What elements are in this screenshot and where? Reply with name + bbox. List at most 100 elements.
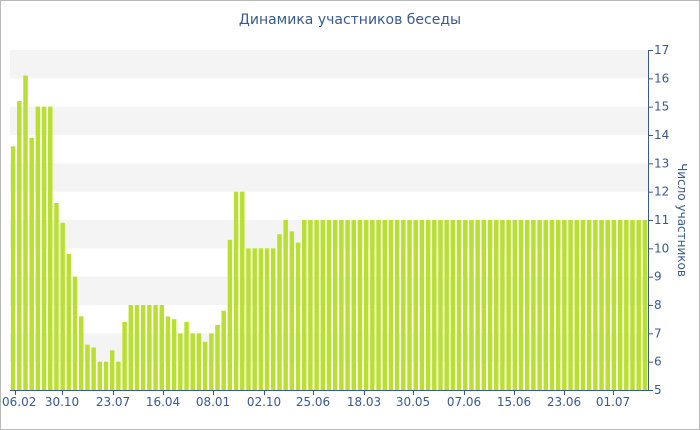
bar [388,220,394,390]
x-ticks-group: 06.02 30.10 23.07 16.04 08.01 02.10 25.06 18.03… [2,390,630,409]
chart-title: Динамика участников беседы [238,12,462,28]
x-tick-label: 08.01 [196,395,230,409]
grid-band [10,191,648,220]
y-axis-title: Число участников [675,163,689,277]
bar [122,322,127,390]
x-tick-label: 23.07 [96,395,130,409]
bar [624,220,629,390]
bar [586,220,592,390]
bar [91,347,96,390]
grid-band [10,78,648,107]
y-tick-label: 6 [654,355,662,369]
x-tick-label: 18.03 [347,395,381,409]
bar [128,305,134,390]
bar [221,310,226,390]
bar [41,106,47,391]
bar [518,220,524,390]
y-tick-label: 14 [654,128,669,142]
bar [562,220,567,390]
bar [370,220,375,390]
bar [531,220,536,390]
bar [636,220,641,390]
y-tick-label: 16 [654,71,669,85]
bar [79,316,84,390]
bar [301,220,307,390]
bar [178,333,183,390]
bar [326,220,332,390]
bar [506,220,511,390]
bar [171,319,177,390]
bar [54,203,59,390]
y-tick-label: 8 [654,298,662,312]
grid-band [10,50,648,79]
y-tick-label: 9 [654,270,662,284]
bar [543,220,549,390]
bar [432,220,437,390]
bar [599,220,604,390]
y-tick-label: 10 [654,241,669,255]
bar [72,276,78,390]
bar [264,248,270,390]
bar [29,137,34,390]
bar [35,106,41,391]
bar [320,220,326,390]
bar [413,220,418,390]
bar [494,220,499,390]
bar [500,220,505,390]
bar [382,220,387,390]
bar [481,220,487,390]
y-tick-label: 13 [654,156,669,170]
bar [184,322,189,390]
bar [109,350,115,390]
bar [215,324,220,390]
bar [196,333,202,390]
bar [475,220,480,390]
bar [246,248,251,390]
bar [66,254,72,390]
bar [165,316,171,390]
bar [134,305,140,390]
bar [209,333,214,390]
bar [605,220,610,390]
bar [202,341,208,390]
y-tick-label: 15 [654,100,669,114]
bar [487,220,493,390]
bar [116,361,121,390]
bar [153,305,158,390]
bar [469,220,474,390]
bar [258,248,264,390]
x-tick-label: 23.06 [547,395,581,409]
bar [394,220,400,390]
bar [401,220,406,390]
bar [147,305,152,390]
bar [425,220,431,390]
y-tick-label: 5 [654,383,662,397]
bar [363,220,369,390]
bar [10,146,16,390]
bar [190,333,195,390]
bar [611,220,617,390]
y-ticks-group: 5 6 7 8 9 10 11 12 13 14 15 16 17 [648,43,669,397]
bar [159,305,164,390]
y-tick-label: 17 [654,43,669,57]
x-tick-label: 15.06 [497,395,531,409]
bar [103,361,109,390]
y-tick-label: 11 [654,213,669,227]
bar [617,220,623,390]
bar [277,234,282,390]
bar [568,220,573,390]
bar [60,222,65,390]
grid-band [10,135,648,164]
y-tick-label: 7 [654,326,662,340]
bar [512,220,518,390]
bar [227,239,233,390]
grid-band [10,163,648,192]
bar [444,220,449,390]
bar [85,344,90,390]
bar [549,220,555,390]
bar [339,220,344,390]
bar [308,220,313,390]
bar [345,220,350,390]
bar [23,75,28,390]
